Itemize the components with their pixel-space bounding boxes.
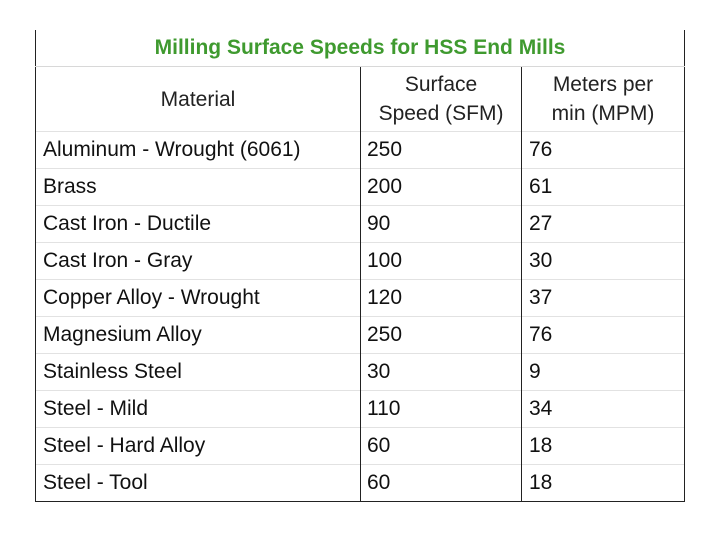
milling-speeds-table: Milling Surface Speeds for HSS End Mills… (35, 30, 685, 502)
cell-material: Aluminum - Wrought (6061) (35, 131, 361, 169)
cell-mpm: 34 (521, 390, 685, 428)
table-row: Steel - Tool 60 18 (35, 464, 685, 502)
cell-material: Steel - Hard Alloy (35, 427, 361, 465)
cell-sfm: 120 (360, 279, 522, 317)
cell-material: Stainless Steel (35, 353, 361, 391)
table-row: Cast Iron - Ductile 90 27 (35, 205, 685, 243)
table-row: Steel - Mild 110 34 (35, 390, 685, 428)
table-row: Brass 200 61 (35, 168, 685, 206)
table-row: Magnesium Alloy 250 76 (35, 316, 685, 354)
cell-sfm: 60 (360, 427, 522, 465)
cell-mpm: 30 (521, 242, 685, 280)
cell-sfm: 30 (360, 353, 522, 391)
cell-material: Steel - Mild (35, 390, 361, 428)
cell-mpm: 37 (521, 279, 685, 317)
cell-sfm: 90 (360, 205, 522, 243)
speeds-table-container: Milling Surface Speeds for HSS End Mills… (35, 30, 685, 502)
cell-sfm: 60 (360, 464, 522, 502)
table-title: Milling Surface Speeds for HSS End Mills (35, 30, 685, 67)
cell-mpm: 76 (521, 131, 685, 169)
cell-sfm: 100 (360, 242, 522, 280)
header-sfm-line1: Surface (404, 73, 478, 96)
table-row: Aluminum - Wrought (6061) 250 76 (35, 131, 685, 169)
header-material: Material (35, 66, 361, 132)
cell-material: Cast Iron - Gray (35, 242, 361, 280)
cell-material: Cast Iron - Ductile (35, 205, 361, 243)
table-row: Copper Alloy - Wrought 120 37 (35, 279, 685, 317)
cell-material: Magnesium Alloy (35, 316, 361, 354)
header-sfm: Surface Speed (SFM) (360, 66, 522, 132)
cell-sfm: 200 (360, 168, 522, 206)
cell-material: Copper Alloy - Wrought (35, 279, 361, 317)
header-material-label: Material (160, 87, 236, 111)
cell-mpm: 18 (521, 464, 685, 502)
header-mpm-line1: Meters per (552, 73, 654, 96)
header-mpm-line2: min (MPM) (551, 102, 655, 125)
cell-mpm: 27 (521, 205, 685, 243)
cell-mpm: 9 (521, 353, 685, 391)
table-row: Cast Iron - Gray 100 30 (35, 242, 685, 280)
cell-mpm: 76 (521, 316, 685, 354)
cell-mpm: 18 (521, 427, 685, 465)
table-row: Steel - Hard Alloy 60 18 (35, 427, 685, 465)
cell-material: Brass (35, 168, 361, 206)
cell-mpm: 61 (521, 168, 685, 206)
cell-sfm: 250 (360, 131, 522, 169)
table-row: Stainless Steel 30 9 (35, 353, 685, 391)
cell-sfm: 250 (360, 316, 522, 354)
header-sfm-line2: Speed (SFM) (378, 102, 504, 125)
cell-material: Steel - Tool (35, 464, 361, 502)
header-mpm: Meters per min (MPM) (521, 66, 685, 132)
cell-sfm: 110 (360, 390, 522, 428)
